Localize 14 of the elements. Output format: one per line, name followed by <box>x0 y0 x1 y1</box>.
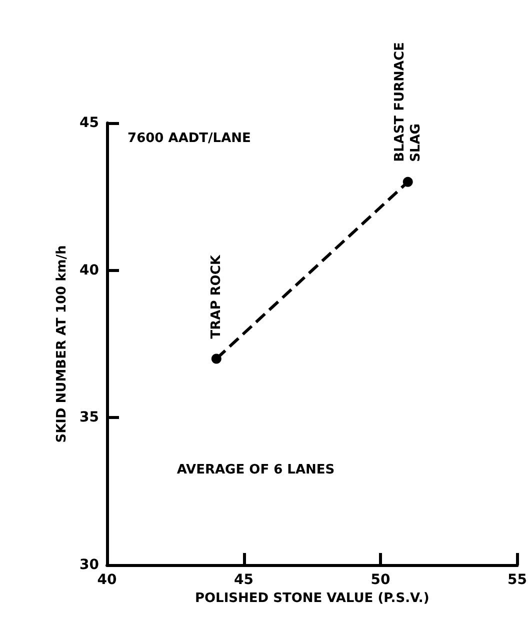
annotation: TRAP ROCK <box>208 254 224 339</box>
y-tick-label: 35 <box>80 410 99 426</box>
x-tick-label: 40 <box>97 572 117 588</box>
y-axis-title: SKID NUMBER AT 100 km/h <box>54 245 70 443</box>
x-tick-label: 45 <box>234 572 254 588</box>
y-tick-label: 45 <box>80 115 99 131</box>
y-tick-label: 40 <box>80 262 100 278</box>
annotation: 7600 AADT/LANE <box>128 130 251 146</box>
annotation: AVERAGE OF 6 LANES <box>176 462 335 478</box>
annotation: BLAST FURNACE SLAG <box>392 42 424 162</box>
x-tick-label: 50 <box>370 572 391 588</box>
y-tick-label: 30 <box>80 557 100 573</box>
x-axis-title: POLISHED STONE VALUE (P.S.V.) <box>194 590 430 606</box>
x-tick-label: 55 <box>508 572 527 588</box>
